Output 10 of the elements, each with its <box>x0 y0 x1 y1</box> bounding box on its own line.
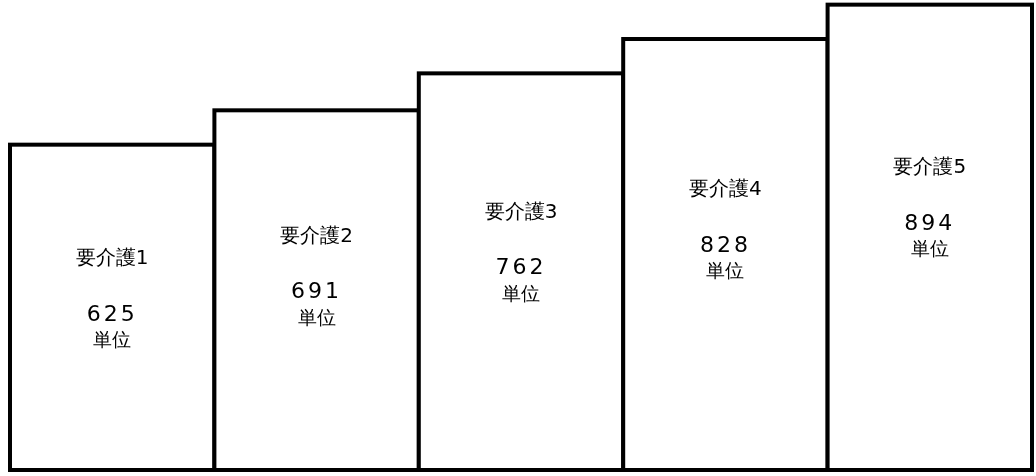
x-tick-label: 要介護2 <box>280 222 353 247</box>
data-label: 625 単位 <box>86 300 138 351</box>
data-label: 762 単位 <box>495 254 547 304</box>
data-label: 894 単位 <box>904 209 956 260</box>
x-tick-label: 要介護5 <box>893 154 967 179</box>
data-label: 828 単位 <box>699 231 751 282</box>
data-label: 691 単位 <box>291 278 343 328</box>
x-tick-label: 要介護4 <box>689 176 762 201</box>
x-tick-label: 要介護3 <box>484 198 558 223</box>
x-tick-label: 要介護1 <box>75 245 149 270</box>
